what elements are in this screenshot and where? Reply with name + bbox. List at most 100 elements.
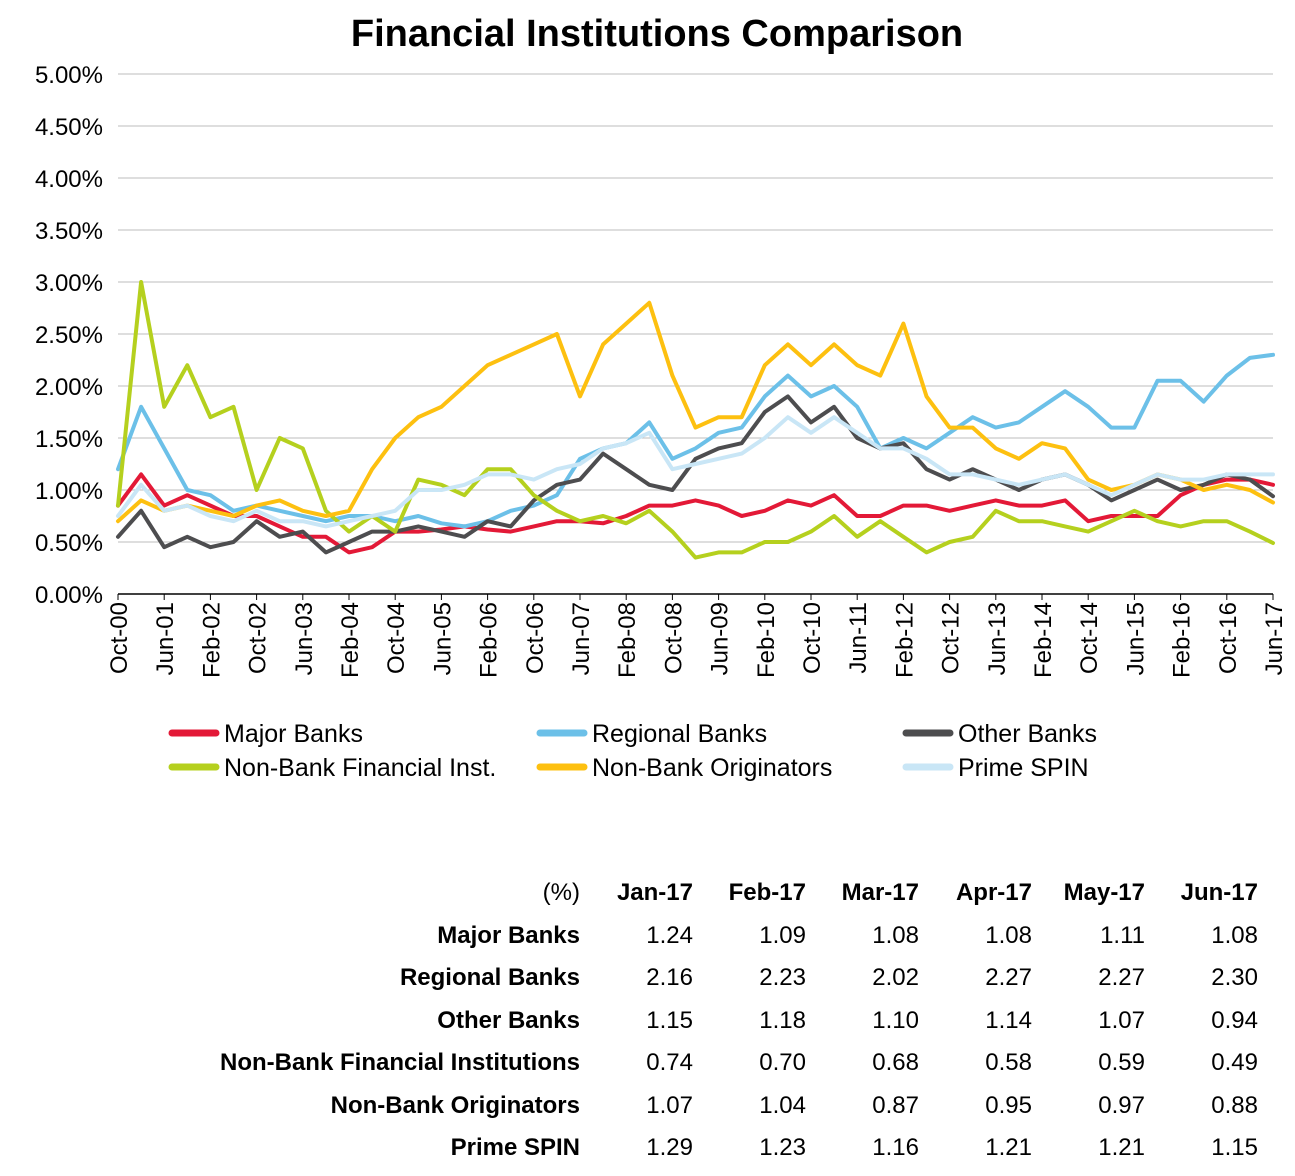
row-label: Major Banks [437, 921, 580, 949]
x-tick-label: Jun-03 [291, 602, 318, 675]
table-cell: 1.15 [646, 1006, 693, 1034]
column-header: Feb-17 [728, 879, 806, 907]
column-header: Jan-17 [616, 879, 693, 907]
column-header: Apr-17 [955, 879, 1032, 907]
x-tick-label: Jun-09 [707, 602, 734, 675]
table-cell: 1.07 [646, 1091, 693, 1119]
x-tick-label: Oct-14 [1076, 602, 1103, 674]
x-tick-label: Jun-11 [845, 602, 872, 674]
column-header: May-17 [1063, 879, 1145, 907]
table-cell: 1.14 [985, 1006, 1032, 1034]
y-tick-label: 0.00% [35, 582, 103, 609]
table-cell: 2.27 [1098, 964, 1145, 992]
table-cell: 1.07 [1098, 1006, 1145, 1034]
table-cell: 0.68 [872, 1049, 919, 1077]
legend-label: Other Banks [958, 720, 1097, 748]
x-tick-label: Jun-01 [152, 602, 179, 675]
series-line-regional-banks [116, 352, 1275, 529]
y-tick-label: 5.00% [35, 62, 103, 89]
y-tick-label: 3.00% [35, 270, 103, 297]
series-line-non-bank-originators [116, 300, 1275, 524]
legend-label: Non-Bank Financial Inst. [224, 754, 496, 782]
table-cell: 1.10 [872, 1006, 919, 1034]
series-line-prime-spin [116, 415, 1275, 529]
y-tick-label: 1.00% [35, 478, 103, 505]
table-cell: 0.87 [872, 1091, 919, 1119]
legend: Major Banks Regional Banks Other Banks Non-… [168, 720, 1097, 782]
row-label: Non-Bank Originators [330, 1091, 580, 1119]
x-tick-label: Oct-12 [938, 602, 965, 674]
column-header: Jun-17 [1180, 879, 1258, 907]
table-cell: 1.29 [646, 1134, 693, 1162]
x-tick-label: Feb-10 [753, 602, 780, 678]
x-tick-label: Jun-15 [1122, 602, 1149, 675]
table-row: Regional Banks 2.16 2.23 2.02 2.27 2.27 … [200, 957, 1258, 1000]
table-cell: 1.16 [872, 1134, 919, 1162]
x-tick-label: Jun-05 [429, 602, 456, 675]
x-tick-label: Oct-04 [383, 602, 410, 674]
x-tick-label: Oct-16 [1215, 602, 1242, 674]
table-cell: 1.23 [759, 1134, 806, 1162]
legend-label: Prime SPIN [958, 754, 1089, 782]
y-tick-label: 4.00% [35, 166, 103, 193]
x-tick-label: Feb-16 [1169, 602, 1196, 678]
series-lines [116, 280, 1275, 560]
x-tick-label: Feb-12 [891, 602, 918, 678]
table-cell: 1.04 [759, 1091, 806, 1119]
table-cell: 1.09 [759, 921, 806, 949]
y-tick-label: 2.50% [35, 322, 103, 349]
table-cell: 1.08 [985, 921, 1032, 949]
table-cell: 2.23 [759, 964, 806, 992]
x-tick-label: Oct-06 [522, 602, 549, 674]
x-tick-label: Feb-02 [198, 602, 225, 678]
table-cell: 0.49 [1211, 1049, 1258, 1077]
unit-label: (%) [542, 879, 580, 907]
table-row: Prime SPIN 1.29 1.23 1.16 1.21 1.21 1.15 [200, 1127, 1258, 1170]
x-tick-label: Jun-07 [568, 602, 595, 675]
x-axis-ticks: Oct-00 Jun-01 Feb-02 Oct-02 Jun-03 Feb-04 Oct-… [106, 594, 1288, 678]
data-table: (%) Jan-17 Feb-17 Mar-17 Apr-17 May-17 J… [200, 872, 1258, 1170]
gridlines [118, 73, 1273, 595]
table-cell: 1.11 [1100, 921, 1145, 949]
table-cell: 1.18 [759, 1006, 806, 1034]
table-cell: 2.02 [872, 964, 919, 992]
x-tick-label: Feb-04 [337, 602, 364, 678]
x-tick-label: Feb-08 [614, 602, 641, 678]
x-tick-label: Oct-02 [245, 602, 272, 674]
table-cell: 0.94 [1211, 1006, 1258, 1034]
table-cell: 1.21 [1098, 1134, 1145, 1162]
y-axis-ticks: 0.00% 0.50% 1.00% 1.50% 2.00% 2.50% 3.00% 3.50%… [35, 62, 103, 609]
x-tick-label: Jun-17 [1261, 602, 1288, 675]
x-tick-label: Oct-00 [106, 602, 133, 674]
row-label: Non-Bank Financial Institutions [219, 1049, 580, 1077]
table-cell: 0.59 [1098, 1049, 1145, 1077]
table-cell: 0.70 [759, 1049, 806, 1077]
table-cell: 0.88 [1211, 1091, 1258, 1119]
x-tick-label: Jun-13 [984, 602, 1011, 675]
x-tick-label: Feb-14 [1030, 602, 1057, 678]
legend-label: Non-Bank Originators [592, 754, 832, 782]
line-chart: Financial Institutions Comparison 0.00% 0… [35, 13, 1288, 782]
column-header: Mar-17 [841, 879, 919, 907]
x-tick-label: Feb-06 [476, 602, 503, 678]
table-row: Major Banks 1.24 1.09 1.08 1.08 1.11 1.0… [200, 915, 1258, 958]
x-tick-label: Oct-10 [799, 602, 826, 674]
table-cell: 1.08 [872, 921, 919, 949]
table-cell: 2.27 [985, 964, 1032, 992]
y-tick-label: 4.50% [35, 114, 103, 141]
row-label: Prime SPIN [450, 1134, 580, 1162]
y-tick-label: 1.50% [35, 426, 103, 453]
table-cell: 1.24 [646, 921, 693, 949]
table-header-row: (%) Jan-17 Feb-17 Mar-17 Apr-17 May-17 J… [200, 872, 1258, 915]
legend-label: Regional Banks [592, 720, 767, 748]
table-cell: 0.97 [1098, 1091, 1145, 1119]
table-cell: 0.95 [985, 1091, 1032, 1119]
y-tick-label: 3.50% [35, 218, 103, 245]
table-cell: 1.08 [1211, 921, 1258, 949]
y-tick-label: 0.50% [35, 530, 103, 557]
table-row: Non-Bank Originators 1.07 1.04 0.87 0.95… [200, 1085, 1258, 1128]
chart-title: Financial Institutions Comparison [351, 13, 963, 55]
row-label: Other Banks [437, 1006, 580, 1034]
table-cell: 2.30 [1211, 964, 1258, 992]
x-tick-label: Oct-08 [660, 602, 687, 674]
